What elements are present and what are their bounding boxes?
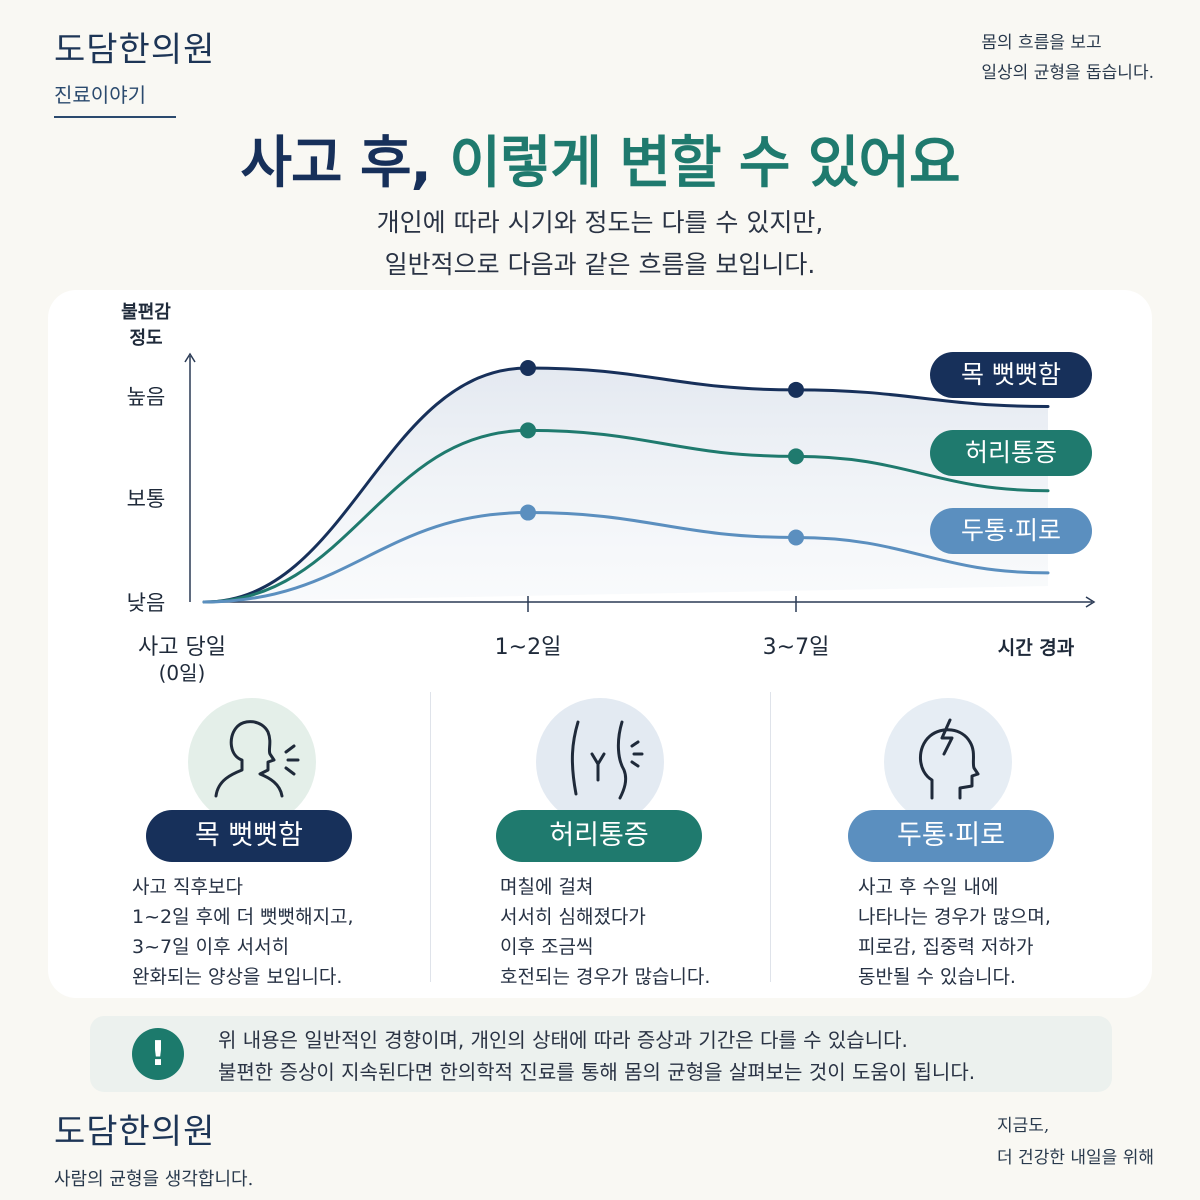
x-tick-label: 사고 당일 bbox=[138, 635, 226, 660]
exclamation-icon: ! bbox=[132, 1028, 184, 1080]
legend-headache: 두통·피로 bbox=[930, 508, 1092, 554]
description-line: 3~7일 이후 서서히 bbox=[132, 936, 290, 958]
legend-back-label: 허리통증 bbox=[964, 438, 1057, 467]
headache-badge-label: 두통·피로 bbox=[897, 820, 1005, 851]
description-line: 호전되는 경우가 많습니다. bbox=[500, 966, 711, 988]
y-axis-label: 불편감 bbox=[121, 302, 171, 323]
x-tick-label: 시간 경과 bbox=[998, 637, 1075, 659]
chart-area-fill bbox=[204, 368, 1048, 602]
y-tick-label: 높음 bbox=[127, 385, 166, 409]
legend-headache-label: 두통·피로 bbox=[961, 516, 1061, 545]
data-point bbox=[788, 448, 804, 465]
brand-name: 도담한의원 bbox=[54, 30, 216, 70]
y-tick-label: 보통 bbox=[127, 487, 166, 511]
data-point bbox=[520, 422, 536, 439]
x-tick-label: 3~7일 bbox=[763, 635, 830, 660]
notice-line2: 불편한 증상이 지속된다면 한의학적 진료를 통해 몸의 균형을 살펴보는 것이… bbox=[218, 1060, 976, 1084]
y-axis-label: 정도 bbox=[129, 328, 162, 349]
description-line: 1~2일 후에 더 뻣뻣해지고, bbox=[132, 906, 354, 928]
subtitle-line2: 일반적으로 다음과 같은 흐름을 보입니다. bbox=[384, 250, 816, 279]
series-line bbox=[202, 428, 1050, 604]
header-slogan-line2: 일상의 균형을 돕습니다. bbox=[981, 63, 1154, 83]
headache-icon bbox=[884, 698, 1012, 826]
data-point bbox=[520, 504, 536, 521]
header-slogan-line1: 몸의 흐름을 보고 bbox=[981, 33, 1102, 53]
description-line: 나타나는 경우가 많으며, bbox=[858, 906, 1051, 928]
y-tick-label: 낮음 bbox=[127, 591, 166, 615]
description-line: 며칠에 걸쳐 bbox=[500, 876, 594, 898]
page-title: 사고 후, 이렇게 변할 수 있어요 bbox=[0, 118, 1200, 199]
subtitle-line1: 개인에 따라 시기와 정도는 다를 수 있지만, bbox=[376, 208, 824, 237]
description-line: 이후 조금씩 bbox=[500, 936, 594, 958]
data-point bbox=[520, 360, 536, 376]
y-axis-arrow bbox=[184, 352, 196, 363]
title-part1: 사고 후, bbox=[240, 131, 450, 196]
series-line bbox=[202, 511, 1050, 604]
x-axis-arrow bbox=[1085, 596, 1096, 608]
lower-back-pain-icon bbox=[536, 698, 664, 826]
title-highlight: 이렇게 변할 수 있어요 bbox=[449, 131, 960, 196]
neck-stiffness-description: 사고 직후보다 1~2일 후에 더 뻣뻣해지고, 3~7일 이후 서서히 완화되… bbox=[132, 872, 354, 992]
brand-header: 도담한의원 진료이야기 bbox=[54, 22, 215, 118]
column-divider bbox=[770, 692, 771, 982]
description-line: 동반될 수 있습니다. bbox=[858, 966, 1016, 988]
back-pain-badge: 허리통증 bbox=[496, 810, 702, 862]
header-slogan: 몸의 흐름을 보고 일상의 균형을 돕습니다. bbox=[981, 28, 1154, 88]
footer-brand-subtitle: 사람의 균형을 생각합니다. bbox=[54, 1169, 254, 1190]
legend-back-pain: 허리통증 bbox=[930, 430, 1092, 476]
notice-text: 위 내용은 일반적인 경향이며, 개인의 상태에 따라 증상과 기간은 다를 수… bbox=[218, 1024, 975, 1088]
footer-slogan-line2: 더 건강한 내일을 위해 bbox=[997, 1148, 1154, 1168]
footer-brand-name: 도담한의원 bbox=[54, 1112, 216, 1152]
series-line bbox=[202, 366, 1050, 604]
headache-badge: 두통·피로 bbox=[848, 810, 1054, 862]
neck-stiffness-badge-label: 목 뻣뻣함 bbox=[195, 820, 303, 851]
page-subtitle: 개인에 따라 시기와 정도는 다를 수 있지만, 일반적으로 다음과 같은 흐름… bbox=[0, 202, 1200, 286]
data-point bbox=[788, 381, 804, 398]
back-pain-badge-label: 허리통증 bbox=[549, 820, 649, 851]
x-tick-label: 1~2일 bbox=[495, 635, 562, 660]
headache-description: 사고 후 수일 내에 나타나는 경우가 많으며, 피로감, 집중력 저하가 동반… bbox=[858, 872, 1051, 992]
description-line: 완화되는 양상을 보입니다. bbox=[132, 966, 343, 988]
neck-stiffness-badge: 목 뻣뻣함 bbox=[146, 810, 352, 862]
content-card: 불편감 정도 낮음 보통 높음 사고 당일 (0일) 1~2일 3~7일 시간 경과 목 뻣뻣함 … bbox=[48, 290, 1152, 998]
data-point bbox=[788, 529, 804, 546]
brand-subtitle: 진료이야기 bbox=[54, 79, 176, 118]
back-pain-description: 며칠에 걸쳐 서서히 심해졌다가 이후 조금씩 호전되는 경우가 많습니다. bbox=[500, 872, 710, 992]
description-line: 사고 직후보다 bbox=[132, 876, 243, 898]
x-tick-sublabel: (0일) bbox=[159, 661, 206, 685]
legend-neck-label: 목 뻣뻣함 bbox=[961, 360, 1061, 389]
legend-neck-stiffness: 목 뻣뻣함 bbox=[930, 352, 1092, 398]
footer-slogan: 지금도, 더 건강한 내일을 위해 bbox=[997, 1110, 1154, 1174]
description-line: 피로감, 집중력 저하가 bbox=[858, 936, 1034, 958]
description-line: 서서히 심해졌다가 bbox=[500, 906, 646, 928]
notice-box: ! 위 내용은 일반적인 경향이며, 개인의 상태에 따라 증상과 기간은 다를… bbox=[90, 1016, 1112, 1092]
neck-stiffness-icon bbox=[188, 698, 316, 826]
footer-slogan-line1: 지금도, bbox=[997, 1116, 1050, 1136]
brand-footer: 도담한의원 사람의 균형을 생각합니다. bbox=[54, 1104, 253, 1191]
notice-line1: 위 내용은 일반적인 경향이며, 개인의 상태에 따라 증상과 기간은 다를 수… bbox=[218, 1028, 908, 1052]
column-divider bbox=[430, 692, 431, 982]
description-line: 사고 후 수일 내에 bbox=[858, 876, 999, 898]
